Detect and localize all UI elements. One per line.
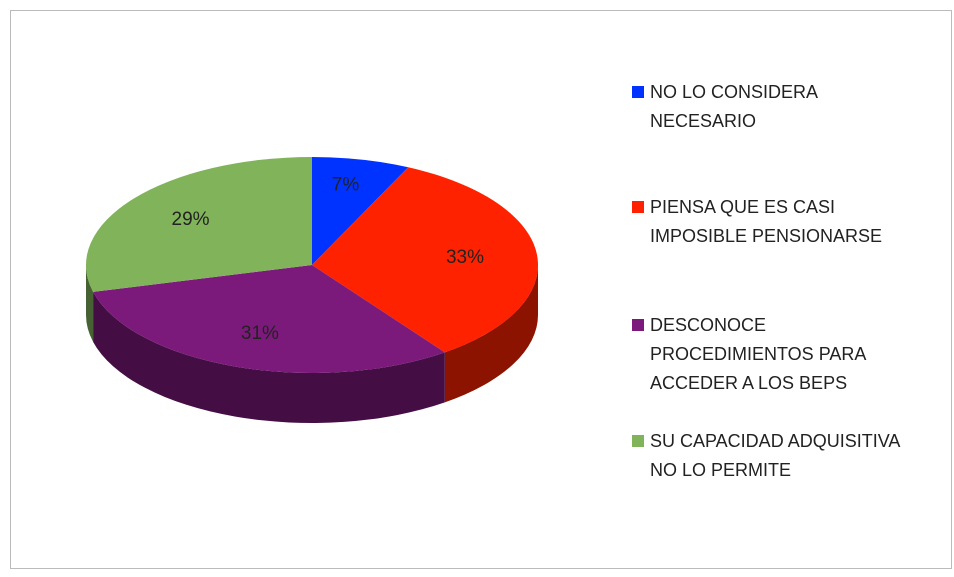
- legend-label: NO LO CONSIDERA NECESARIO: [650, 82, 818, 131]
- legend-entry: DESCONOCE PROCEDIMIENTOS PARA ACCEDER A …: [632, 311, 922, 398]
- slice: [312, 157, 409, 265]
- data-label: 33%: [446, 247, 484, 268]
- legend-swatch: [632, 435, 644, 447]
- legend-label: DESCONOCE PROCEDIMIENTOS PARA ACCEDER A …: [650, 315, 866, 393]
- legend-entry: PIENSA QUE ES CASI IMPOSIBLE PENSIONARSE: [632, 193, 922, 251]
- legend-label: PIENSA QUE ES CASI IMPOSIBLE PENSIONARSE: [650, 197, 883, 246]
- legend-swatch: [632, 319, 644, 331]
- slice: [312, 167, 539, 353]
- chart-border: [10, 10, 952, 569]
- slice-side: [86, 265, 94, 342]
- slice: [93, 265, 445, 373]
- data-label: 29%: [172, 209, 210, 230]
- legend-entry: SU CAPACIDAD ADQUISITIVA NO LO PERMITE: [632, 427, 922, 485]
- data-label: 31%: [241, 323, 279, 344]
- legend-swatch: [632, 86, 644, 98]
- slice-side: [444, 265, 538, 403]
- legend-entry: NO LO CONSIDERA NECESARIO: [632, 78, 922, 136]
- slice-side: [93, 291, 445, 423]
- legend-swatch: [632, 201, 644, 213]
- data-label: 7%: [332, 174, 360, 195]
- legend-label: SU CAPACIDAD ADQUISITIVA NO LO PERMITE: [650, 431, 900, 480]
- slice: [85, 157, 312, 292]
